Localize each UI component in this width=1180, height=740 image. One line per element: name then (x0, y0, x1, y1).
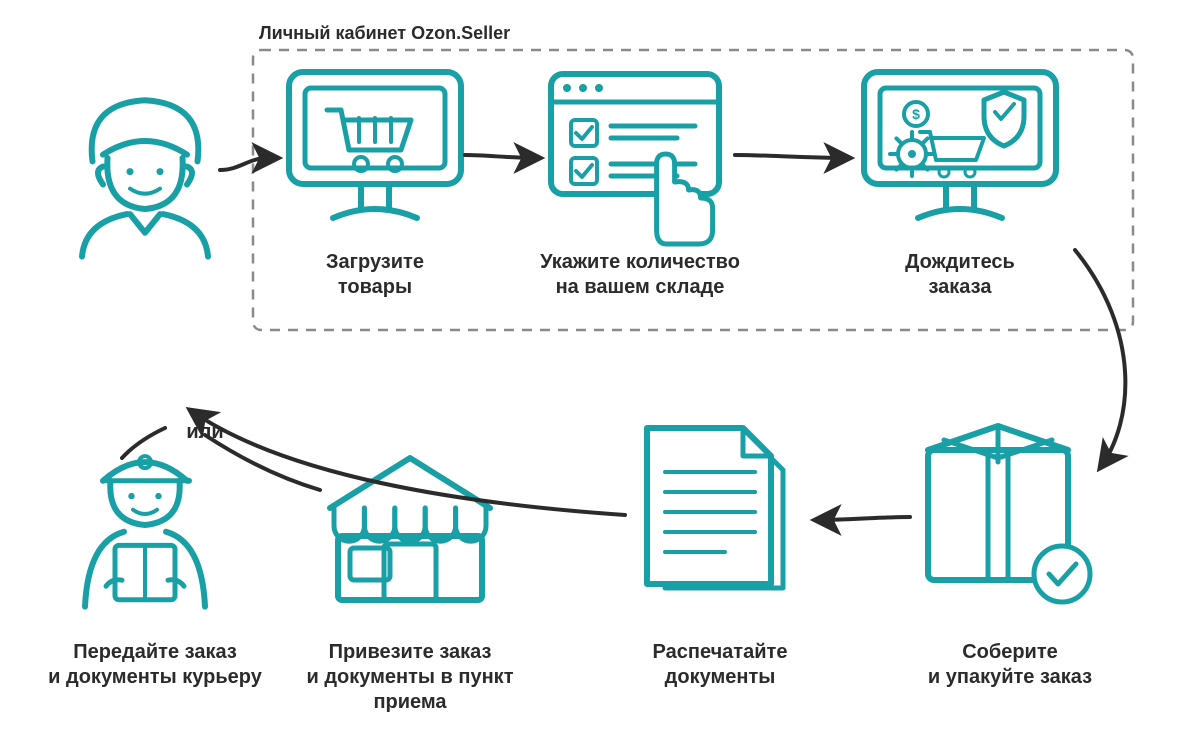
arrow-pack-print (815, 517, 910, 520)
label-print: Распечатайтедокументы (620, 640, 820, 690)
svg-text:$: $ (912, 106, 920, 122)
monitor-cart-icon (289, 72, 461, 218)
or-label: или (175, 420, 235, 445)
arrow-user-upload (220, 158, 278, 170)
box-check-icon (928, 426, 1090, 602)
arrow-upload-quantity (465, 155, 540, 158)
monitor-secure-icon: $ (864, 72, 1056, 218)
arrow-split-courier (122, 428, 165, 458)
label-quantity: Укажите количествона вашем складе (525, 250, 755, 300)
courier-icon (85, 456, 205, 606)
label-upload: Загрузитетовары (285, 250, 465, 300)
panel-title: Личный кабинет Ozon.Seller (259, 22, 510, 45)
documents-icon (647, 428, 783, 588)
label-courier: Передайте закази документы курьеру (45, 640, 265, 690)
checklist-hand-icon (551, 74, 719, 244)
label-store: Привезите закази документы в пунктприема (300, 640, 520, 715)
store-icon (330, 458, 490, 600)
label-pack: Соберитеи упакуйте заказ (900, 640, 1120, 690)
label-wait: Дождитесьзаказа (870, 250, 1050, 300)
arrow-wait-pack (1075, 250, 1125, 468)
arrow-quantity-wait (735, 155, 850, 158)
person-icon (82, 100, 208, 256)
